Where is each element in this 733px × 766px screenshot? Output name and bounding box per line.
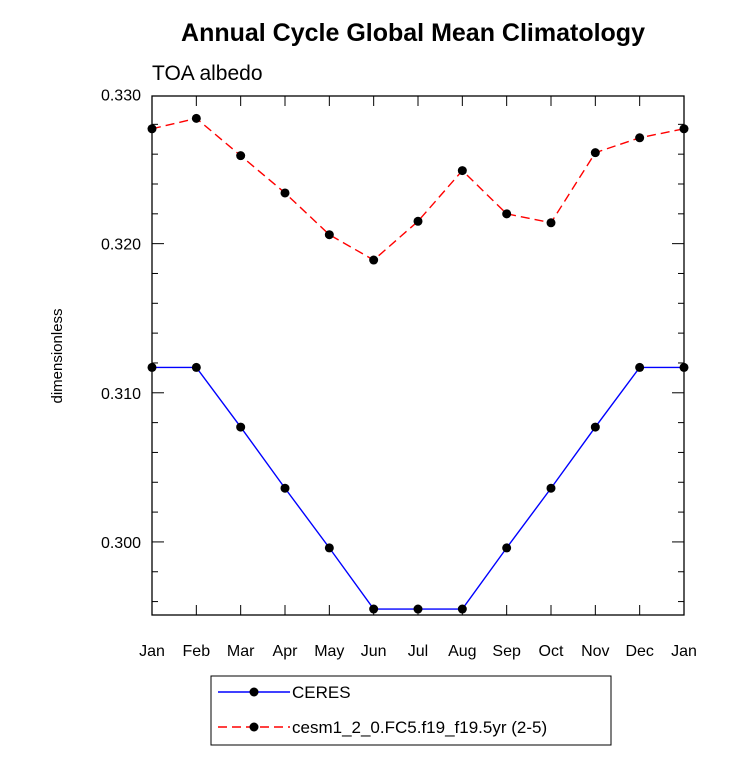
y-tick-label: 0.330 bbox=[101, 88, 141, 105]
legend-entry-0: CERES bbox=[218, 683, 351, 702]
data-point bbox=[502, 543, 512, 553]
data-point bbox=[236, 422, 246, 432]
plot-frame bbox=[151, 95, 685, 616]
series-layer bbox=[147, 113, 689, 614]
y-tick-label: 0.310 bbox=[101, 386, 141, 403]
x-tick-label: Mar bbox=[227, 643, 255, 660]
x-tick-label: Jan bbox=[139, 643, 165, 660]
y-axis-label: dimensionless bbox=[49, 308, 66, 403]
chart-title: Annual Cycle Global Mean Climatology bbox=[181, 19, 645, 47]
x-tick-label: Sep bbox=[492, 643, 521, 660]
x-tick-label: Jul bbox=[408, 643, 428, 660]
legend-marker bbox=[249, 687, 259, 697]
data-point bbox=[280, 483, 290, 493]
data-point bbox=[546, 218, 556, 228]
chart-subtitle: TOA albedo bbox=[152, 62, 263, 85]
data-point bbox=[413, 216, 423, 226]
data-point bbox=[369, 255, 379, 265]
series-line bbox=[152, 366, 684, 610]
data-point bbox=[280, 188, 290, 198]
x-tick-label: Aug bbox=[448, 643, 476, 660]
data-point bbox=[413, 604, 423, 614]
x-tick-label: Jun bbox=[361, 643, 387, 660]
data-point bbox=[590, 148, 600, 158]
legend: CERES cesm1_2_0.FC5.f19_f19.5yr (2-5) bbox=[210, 675, 612, 746]
data-point bbox=[546, 483, 556, 493]
data-point bbox=[147, 124, 157, 134]
data-point bbox=[147, 362, 157, 372]
data-point bbox=[635, 362, 645, 372]
x-tick-label: Jan bbox=[671, 643, 697, 660]
data-point bbox=[590, 422, 600, 432]
legend-label: CERES bbox=[292, 683, 351, 702]
x-tick-label: Dec bbox=[625, 643, 653, 660]
y-tick-label: 0.320 bbox=[101, 237, 141, 254]
data-point bbox=[191, 362, 201, 372]
legend-marker bbox=[249, 722, 259, 732]
data-point bbox=[324, 543, 334, 553]
data-point bbox=[369, 604, 379, 614]
data-point bbox=[191, 113, 201, 123]
legend-items: CERES cesm1_2_0.FC5.f19_f19.5yr (2-5) bbox=[218, 683, 547, 737]
data-point bbox=[457, 166, 467, 176]
data-point bbox=[635, 133, 645, 143]
x-tick-label: Nov bbox=[581, 643, 609, 660]
legend-label: cesm1_2_0.FC5.f19_f19.5yr (2-5) bbox=[292, 718, 547, 737]
data-point bbox=[457, 604, 467, 614]
axis-ticks: Jan Feb Mar Apr May Jun Jul Aug Sep Oct Nov Dec Jan 0… bbox=[101, 88, 697, 660]
series-line bbox=[151, 117, 685, 261]
y-tick-label: 0.300 bbox=[101, 535, 141, 552]
x-tick-label: May bbox=[314, 643, 344, 660]
series-1 bbox=[147, 113, 689, 265]
x-tick-label: Oct bbox=[539, 643, 564, 660]
data-point bbox=[236, 151, 246, 161]
legend-entry-1: cesm1_2_0.FC5.f19_f19.5yr (2-5) bbox=[218, 718, 547, 737]
series-0 bbox=[147, 362, 689, 614]
legend-box bbox=[210, 675, 612, 746]
x-tick-label: Feb bbox=[183, 643, 211, 660]
data-point bbox=[679, 124, 689, 134]
x-tick-label: Apr bbox=[273, 643, 299, 660]
data-point bbox=[679, 362, 689, 372]
data-point bbox=[324, 230, 334, 240]
data-point bbox=[502, 209, 512, 219]
